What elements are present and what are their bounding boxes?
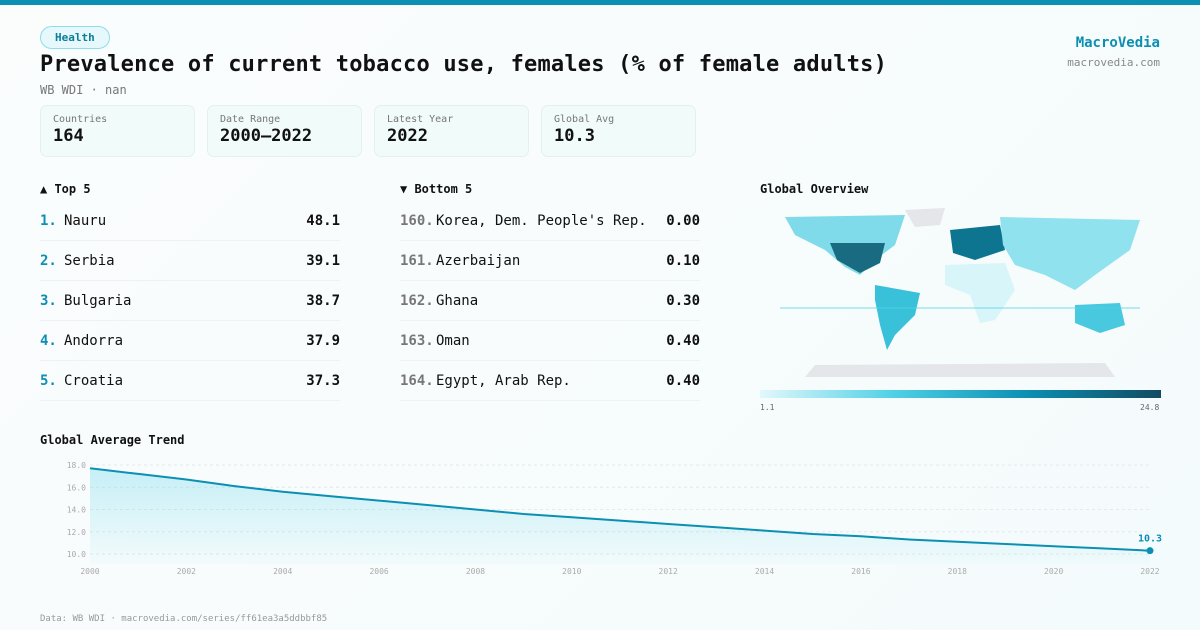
ranking-row[interactable]: 5. Croatia 37.3 xyxy=(40,361,340,401)
stat-date-range: Date Range 2000–2022 xyxy=(207,105,362,157)
y-tick-label: 10.0 xyxy=(67,550,86,559)
rank-number: 4. xyxy=(40,332,57,349)
map-greenland xyxy=(905,208,945,227)
map-south-america xyxy=(875,285,920,350)
map-australia xyxy=(1075,303,1125,333)
ranking-row[interactable]: 162. Ghana 0.30 xyxy=(400,281,700,321)
top-accent-bar xyxy=(0,0,1200,5)
country-value: 38.7 xyxy=(306,292,340,309)
rank-number: 2. xyxy=(40,252,57,269)
top5-list: 1. Nauru 48.1 2. Serbia 39.1 3. Bulgaria 38.7 4. A… xyxy=(40,201,340,401)
bottom5-list: 160. Korea, Dem. People's Rep. 0.00 161. Aze… xyxy=(400,201,700,401)
stat-countries: Countries 164 xyxy=(40,105,195,157)
stat-label: Countries xyxy=(53,114,108,125)
country-value: 39.1 xyxy=(306,252,340,269)
x-tick-label: 2016 xyxy=(851,567,870,576)
category-badge[interactable]: Health xyxy=(40,26,110,49)
ranking-row[interactable]: 164. Egypt, Arab Rep. 0.40 xyxy=(400,361,700,401)
footer-source: Data: WB WDI · macrovedia.com/series/ff6… xyxy=(40,614,328,624)
stat-label: Date Range xyxy=(220,114,281,125)
ranking-row[interactable]: 163. Oman 0.40 xyxy=(400,321,700,361)
country-value: 0.00 xyxy=(666,212,700,229)
country-name: Korea, Dem. People's Rep. xyxy=(436,212,647,229)
country-name: Oman xyxy=(436,332,470,349)
country-name: Serbia xyxy=(64,252,115,269)
x-tick-label: 2022 xyxy=(1140,567,1159,576)
rank-number: 3. xyxy=(40,292,57,309)
stat-value: 2022 xyxy=(387,126,428,146)
brand-name[interactable]: MacroVedia xyxy=(1075,35,1160,51)
x-tick-label: 2000 xyxy=(80,567,99,576)
trend-line xyxy=(89,467,1151,552)
stat-label: Global Avg xyxy=(554,114,615,125)
brand-url[interactable]: macrovedia.com xyxy=(1067,56,1160,69)
country-name: Bulgaria xyxy=(64,292,132,309)
scale-max-label: 24.8 xyxy=(1140,403,1160,412)
map-antarctica xyxy=(805,363,1115,377)
stat-value: 2000–2022 xyxy=(220,126,313,146)
stat-global-avg: Global Avg 10.3 xyxy=(541,105,696,157)
ranking-row[interactable]: 2. Serbia 39.1 xyxy=(40,241,340,281)
ranking-row[interactable]: 160. Korea, Dem. People's Rep. 0.00 xyxy=(400,201,700,241)
map-color-scale xyxy=(760,390,1161,398)
x-tick-label: 2020 xyxy=(1044,567,1063,576)
y-tick-label: 14.0 xyxy=(67,506,86,515)
x-tick-label: 2002 xyxy=(177,567,196,576)
ranking-row[interactable]: 4. Andorra 37.9 xyxy=(40,321,340,361)
rank-number: 164. xyxy=(400,372,434,389)
x-tick-label: 2014 xyxy=(755,567,774,576)
data-point xyxy=(1146,547,1154,555)
page-subtitle: WB WDI · nan xyxy=(40,83,127,97)
x-tick-label: 2018 xyxy=(948,567,967,576)
rank-number: 161. xyxy=(400,252,434,269)
country-name: Nauru xyxy=(64,212,107,229)
bottom5-heading: ▼ Bottom 5 xyxy=(400,182,473,196)
stat-latest-year: Latest Year 2022 xyxy=(374,105,529,157)
country-name: Croatia xyxy=(64,372,124,389)
map-usa xyxy=(830,243,885,273)
ranking-row[interactable]: 3. Bulgaria 38.7 xyxy=(40,281,340,321)
country-name: Egypt, Arab Rep. xyxy=(436,372,571,389)
map-asia xyxy=(1000,217,1140,290)
ranking-row[interactable]: 161. Azerbaijan 0.10 xyxy=(400,241,700,281)
map-europe xyxy=(950,225,1005,260)
stat-label: Latest Year xyxy=(387,114,454,125)
trend-heading: Global Average Trend xyxy=(40,433,185,447)
x-tick-label: 2006 xyxy=(369,567,388,576)
country-value: 0.30 xyxy=(666,292,700,309)
rank-number: 163. xyxy=(400,332,434,349)
stat-value: 164 xyxy=(53,126,84,146)
y-tick-label: 18.0 xyxy=(67,461,86,470)
rank-number: 5. xyxy=(40,372,57,389)
rank-number: 1. xyxy=(40,212,57,229)
scale-min-label: 1.1 xyxy=(760,403,775,412)
x-tick-label: 2008 xyxy=(466,567,485,576)
y-tick-label: 16.0 xyxy=(67,483,86,492)
map-heading: Global Overview xyxy=(760,182,869,196)
country-name: Azerbaijan xyxy=(436,252,521,269)
country-name: Andorra xyxy=(64,332,124,349)
country-value: 0.40 xyxy=(666,372,700,389)
page-title: Prevalence of current tobacco use, femal… xyxy=(40,52,888,77)
country-value: 0.40 xyxy=(666,332,700,349)
country-value: 0.10 xyxy=(666,252,700,269)
rank-number: 160. xyxy=(400,212,434,229)
x-tick-label: 2004 xyxy=(273,567,292,576)
top5-heading: ▲ Top 5 xyxy=(40,182,91,196)
map-africa xyxy=(945,263,1015,323)
stat-value: 10.3 xyxy=(554,126,595,146)
country-name: Ghana xyxy=(436,292,479,309)
trend-chart: 10.0 12.0 14.0 16.0 18.0 2000 2002 2004 2006 2008… xyxy=(67,461,1162,576)
x-tick-label: 2012 xyxy=(659,567,678,576)
last-value-label: 10.3 xyxy=(1138,534,1162,545)
rank-number: 162. xyxy=(400,292,434,309)
x-tick-label: 2010 xyxy=(562,567,581,576)
country-value: 37.3 xyxy=(306,372,340,389)
trend-area xyxy=(90,468,1150,564)
country-value: 37.9 xyxy=(306,332,340,349)
world-map[interactable] xyxy=(775,205,1145,380)
ranking-row[interactable]: 1. Nauru 48.1 xyxy=(40,201,340,241)
country-value: 48.1 xyxy=(306,212,340,229)
y-tick-label: 12.0 xyxy=(67,528,86,537)
